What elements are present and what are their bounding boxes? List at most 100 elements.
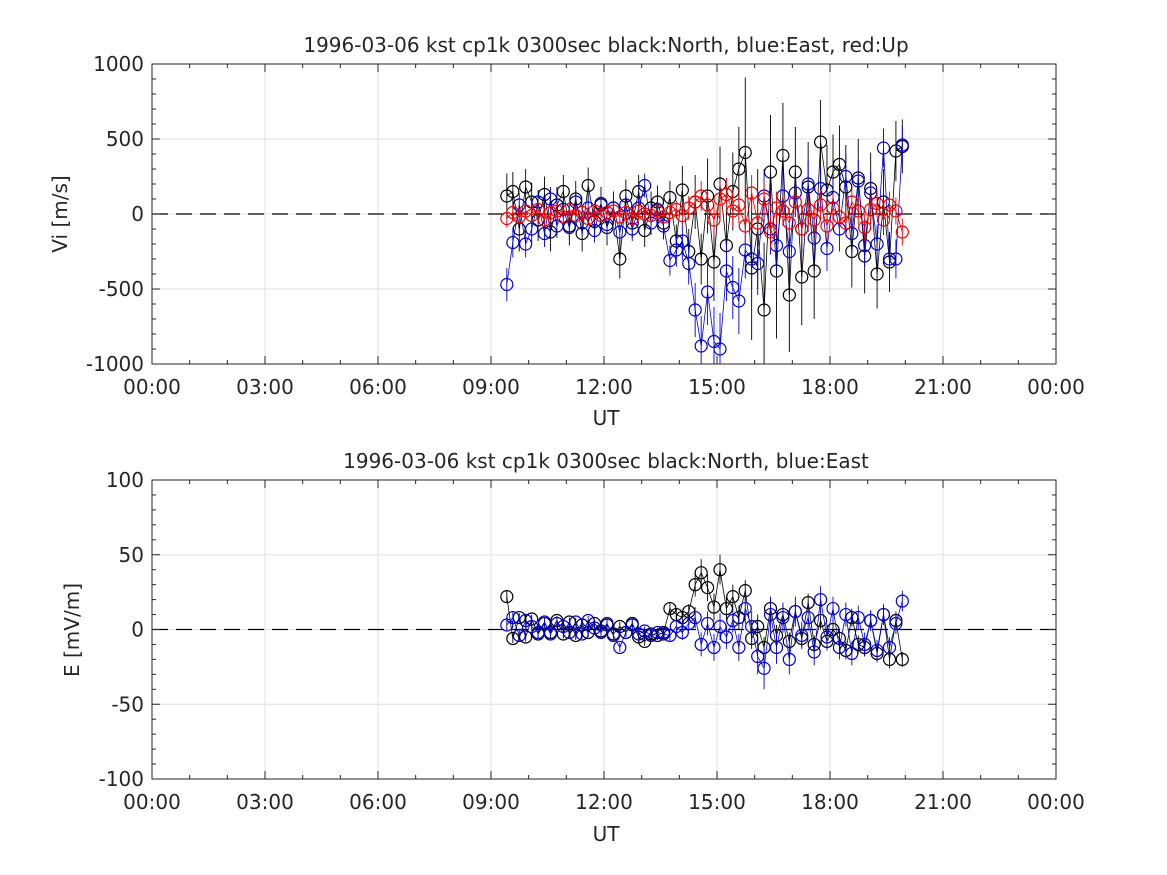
vi-data-point [562, 220, 576, 235]
vi-y-tick-label: 1000 [93, 52, 144, 76]
vi-data-point [713, 342, 727, 356]
e-data-point [726, 613, 740, 628]
e-x-tick-label: 18:00 [801, 790, 859, 814]
vi-data-point [801, 177, 815, 191]
e-data-point [707, 640, 721, 655]
vi-data-point [707, 213, 721, 227]
vi-panel: 1996-03-06 kst cp1k 0300sec black:North,… [48, 33, 1085, 430]
e-data-point [569, 615, 583, 629]
e-data-point [769, 640, 784, 655]
vi-x-tick-label: 09:00 [462, 375, 520, 399]
e-data-point [839, 607, 853, 622]
vi-data-point [757, 303, 771, 317]
vi-x-tick-label: 06:00 [349, 375, 407, 399]
vi-x-tick-label: 00:00 [1027, 375, 1085, 399]
e-data-point [820, 630, 834, 644]
vi-data-point [506, 184, 520, 199]
vi-data-point [732, 198, 746, 212]
e-data-point [700, 581, 715, 595]
e-x-tick-label: 12:00 [575, 790, 633, 814]
e-data-point [757, 661, 771, 675]
vi-x-axis-label: UT [593, 406, 621, 430]
vi-y-tick-label: -500 [99, 277, 144, 301]
e-panel: 1996-03-06 kst cp1k 0300sec black:North,… [60, 449, 1085, 846]
e-data-point [663, 628, 677, 643]
e-data-point [776, 610, 790, 625]
e-data-point [694, 637, 708, 652]
e-data-point [537, 615, 552, 629]
e-data-point [845, 646, 859, 661]
e-series-0 [500, 554, 909, 669]
vi-data-point [738, 219, 752, 233]
e-data-point [543, 627, 558, 641]
vi-y-axis-label: Vi [m/s] [48, 175, 72, 252]
vi-data-point [813, 135, 828, 149]
vi-data-point [700, 285, 715, 299]
e-ticks: 00:00 03:00 06:00 09:00 12:00 15:00 18:00 21:00… [99, 468, 1085, 814]
vi-data-point [889, 252, 903, 266]
vi-data-point [795, 270, 809, 284]
vi-data-point [895, 225, 909, 239]
e-x-tick-label: 09:00 [462, 790, 520, 814]
vi-data-point [751, 256, 765, 271]
vi-x-tick-label: 12:00 [575, 375, 633, 399]
e-data-point [732, 640, 746, 655]
e-data-point [506, 610, 520, 625]
e-data-point [500, 590, 514, 604]
vi-data-point [851, 204, 865, 218]
vi-data-point [820, 241, 834, 256]
e-data-point [512, 628, 526, 643]
e-data-point [707, 600, 721, 614]
e-x-tick-label: 06:00 [349, 790, 407, 814]
vi-data-point [757, 192, 771, 206]
e-data-point [726, 590, 740, 604]
vi-data-point [682, 256, 696, 271]
vi-data-point [870, 196, 884, 211]
e-data-point [889, 616, 903, 631]
vi-data-point [500, 277, 514, 292]
vi-data-point [613, 225, 627, 239]
e-y-tick-label: 0 [131, 618, 144, 642]
vi-x-tick-label: 15:00 [688, 375, 746, 399]
e-data-point [858, 637, 872, 652]
e-data-point [713, 563, 727, 577]
vi-data-point [751, 216, 765, 230]
vi-series-2 [500, 175, 909, 249]
vi-data-point [738, 145, 752, 160]
vi-data-point [732, 294, 746, 308]
vi-panel-title: 1996-03-06 kst cp1k 0300sec black:North,… [303, 33, 908, 57]
vi-data-point [782, 216, 796, 230]
vi-x-tick-label: 03:00 [236, 375, 294, 399]
vi-data-point [531, 202, 545, 217]
vi-data-point [638, 178, 652, 193]
vi-data-point [807, 264, 821, 278]
e-x-axis-label: UT [593, 822, 621, 846]
e-data-point [864, 613, 878, 628]
vi-data-point [876, 213, 891, 227]
e-series [500, 554, 909, 690]
vi-data-point [782, 288, 796, 302]
e-data-point [613, 640, 627, 655]
vi-data-point [613, 252, 627, 266]
e-data-point [813, 613, 828, 628]
vi-series-line [506, 144, 903, 351]
vi-data-point [688, 303, 702, 317]
e-data-point [594, 625, 608, 640]
vi-y-tick-label: 500 [106, 127, 144, 151]
vi-data-point [839, 216, 853, 230]
e-data-point [763, 607, 778, 622]
vi-data-point [788, 195, 802, 209]
e-data-point [738, 601, 752, 616]
e-data-point [625, 618, 639, 632]
e-data-point [826, 601, 840, 616]
e-y-tick-label: -100 [99, 767, 144, 791]
vi-data-point [550, 219, 564, 233]
e-data-point [606, 628, 621, 643]
vi-series [500, 77, 909, 364]
e-y-axis-label: E [mV/m] [60, 583, 84, 677]
e-data-point [575, 627, 589, 641]
e-data-point [694, 566, 708, 580]
vi-data-point [745, 186, 759, 200]
e-data-point [876, 607, 891, 622]
vi-y-tick-label: -1000 [86, 352, 144, 376]
